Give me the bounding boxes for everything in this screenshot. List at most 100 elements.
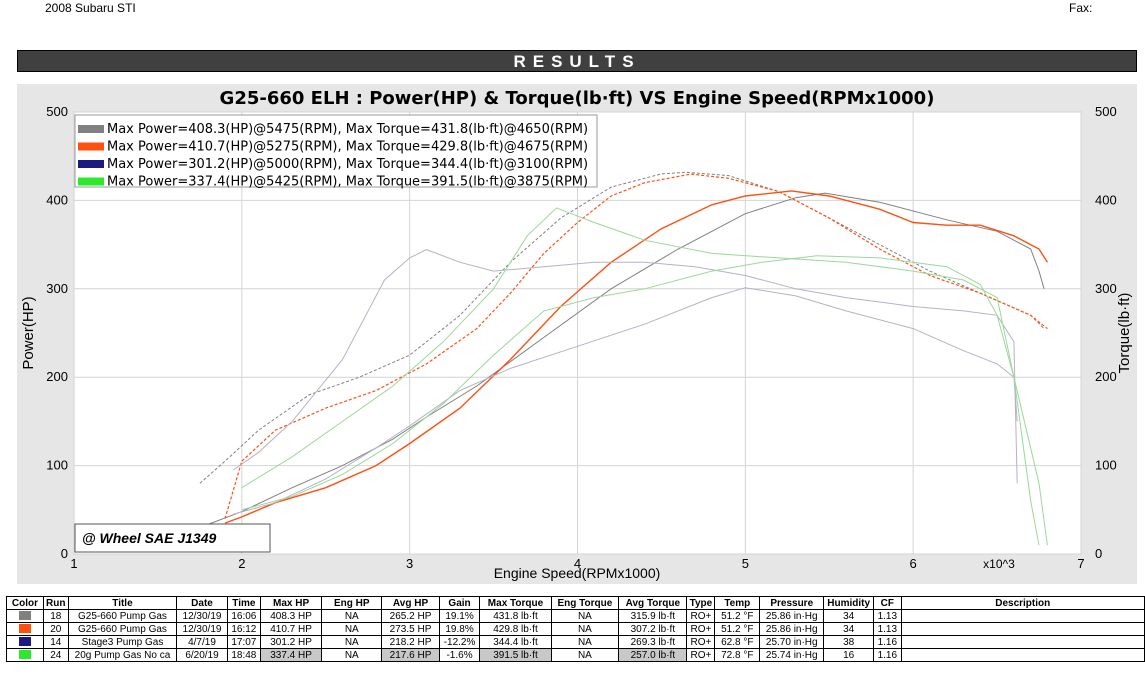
table-cell: 307.2 lb·ft bbox=[618, 622, 688, 636]
table-cell: 1.13 bbox=[873, 622, 902, 636]
table-cell: 4/7/19 bbox=[176, 635, 228, 649]
x-axis-label: Engine Speed(RPMx1000) bbox=[494, 565, 661, 581]
series-line-run24-torque bbox=[241, 207, 1040, 546]
table-cell: NA bbox=[550, 622, 620, 636]
table-cell: 34 bbox=[823, 622, 875, 636]
table-cell: NA bbox=[550, 609, 620, 623]
table-cell bbox=[900, 622, 1145, 636]
table-cell: NA bbox=[550, 648, 620, 662]
y-tick-label-left: 200 bbox=[46, 369, 68, 384]
table-cell: 429.8 lb·ft bbox=[479, 622, 552, 636]
table-cell: 218.2 HP bbox=[381, 635, 440, 649]
table-cell: 16:12 bbox=[226, 622, 261, 636]
y-tick-label-right: 500 bbox=[1095, 104, 1117, 119]
color-swatch bbox=[18, 611, 31, 621]
annotation-box bbox=[74, 523, 271, 553]
series-line-run20-power bbox=[224, 190, 1048, 524]
column-header: Run bbox=[42, 596, 69, 610]
table-cell: RO+ bbox=[686, 622, 716, 636]
series-line-run24-power bbox=[241, 255, 1048, 546]
table-cell: 51.2 °F bbox=[714, 622, 761, 636]
color-cell bbox=[6, 635, 44, 649]
color-swatch bbox=[18, 637, 31, 647]
table-cell: NA bbox=[550, 635, 620, 649]
column-header: Avg HP bbox=[381, 596, 440, 610]
table-cell: 17:07 bbox=[226, 635, 261, 649]
table-cell: 25.70 in·Hg bbox=[759, 635, 825, 649]
y-tick-label-left: 0 bbox=[61, 546, 68, 561]
table-cell: 315.9 lb·ft bbox=[618, 609, 688, 623]
dyno-chart: G25-660 ELH : Power(HP) & Torque(lb·ft) … bbox=[20, 88, 1133, 581]
runs-table: Color Run Title Date Time Max HP Eng HP Avg HP G… bbox=[6, 596, 1145, 662]
table-cell: 62.8 °F bbox=[714, 635, 761, 649]
column-header: Eng Torque bbox=[550, 596, 620, 610]
y-tick-label-left: 100 bbox=[46, 458, 68, 473]
table-cell: NA bbox=[321, 648, 383, 662]
table-cell: 6/20/19 bbox=[176, 648, 228, 662]
table-cell: 34 bbox=[823, 609, 875, 623]
x-multiplier-label: x10^3 bbox=[983, 557, 1015, 571]
y-tick-label-left: 500 bbox=[46, 104, 68, 119]
x-tick-label: 4 bbox=[574, 556, 581, 571]
y-tick-label-right: 100 bbox=[1095, 458, 1117, 473]
table-cell: 269.3 lb·ft bbox=[618, 635, 688, 649]
y-tick-label-right: 300 bbox=[1095, 281, 1117, 296]
column-header: Max HP bbox=[259, 596, 323, 610]
series-line-run18-torque bbox=[199, 171, 1045, 484]
table-row: 24 20g Pump Gas No ca 6/20/19 18:48 337.4 HP… bbox=[6, 648, 1145, 662]
legend-entry: Max Power=410.7(HP)@5275(RPM), Max Torqu… bbox=[107, 140, 588, 155]
table-cell: 1.16 bbox=[873, 648, 902, 662]
table-cell: 25.74 in·Hg bbox=[759, 648, 825, 662]
table-cell: -12.2% bbox=[438, 635, 481, 649]
series-line-run20-torque bbox=[224, 173, 1048, 519]
column-header: Avg Torque bbox=[618, 596, 688, 610]
y-tick-label-right: 200 bbox=[1095, 369, 1117, 384]
table-cell: 18:48 bbox=[226, 648, 261, 662]
annotation-label: @ Wheel SAE J1349 bbox=[82, 530, 216, 546]
column-header: Max Torque bbox=[479, 596, 552, 610]
table-body: 18 G25-660 Pump Gas 12/30/19 16:06 408.3 HP N… bbox=[6, 609, 1145, 662]
y-axis-label-left: Power(HP) bbox=[20, 296, 37, 369]
table-cell: 257.0 lb·ft bbox=[618, 648, 688, 662]
results-banner: RESULTS bbox=[17, 50, 1137, 72]
legend-swatch bbox=[78, 142, 104, 151]
color-cell bbox=[6, 648, 44, 662]
column-header: CF bbox=[873, 596, 902, 610]
color-swatch bbox=[18, 624, 31, 634]
column-header: Pressure bbox=[759, 596, 825, 610]
y-tick-label-left: 300 bbox=[46, 281, 68, 296]
column-header: Title bbox=[67, 596, 178, 610]
table-cell: 51.2 °F bbox=[714, 609, 761, 623]
table-cell: NA bbox=[321, 609, 383, 623]
x-tick-label: 5 bbox=[742, 556, 749, 571]
legend-swatch bbox=[78, 160, 104, 168]
color-cell bbox=[6, 609, 44, 623]
series-line-run18-power bbox=[199, 192, 1045, 528]
table-cell: 25.86 in·Hg bbox=[759, 609, 825, 623]
table-cell: Stage3 Pump Gas bbox=[67, 635, 178, 649]
table-cell: 431.8 lb·ft bbox=[479, 609, 552, 623]
table-cell: RO+ bbox=[686, 635, 716, 649]
table-cell: 16:06 bbox=[226, 609, 261, 623]
table-row: 18 G25-660 Pump Gas 12/30/19 16:06 408.3 HP N… bbox=[6, 609, 1145, 623]
x-tick-label: 6 bbox=[910, 556, 917, 571]
table-cell: 14 bbox=[42, 635, 69, 649]
vehicle-name: 2008 Subaru STI bbox=[45, 1, 136, 15]
table-cell: G25-660 Pump Gas bbox=[67, 622, 178, 636]
y-tick-label-left: 400 bbox=[46, 192, 68, 207]
table-cell: 273.5 HP bbox=[381, 622, 440, 636]
y-axis-label-right: Torque(lb·ft) bbox=[1116, 293, 1133, 374]
x-tick-label: 2 bbox=[238, 556, 245, 571]
column-header: Description bbox=[900, 596, 1145, 610]
table-cell: 20g Pump Gas No ca bbox=[67, 648, 178, 662]
table-cell: 1.16 bbox=[873, 635, 902, 649]
legend-box bbox=[74, 114, 598, 188]
column-header: Temp bbox=[714, 596, 761, 610]
y-tick-label-right: 0 bbox=[1095, 546, 1102, 561]
table-cell: 265.2 HP bbox=[381, 609, 440, 623]
legend-entry: Max Power=408.3(HP)@5475(RPM), Max Torqu… bbox=[107, 122, 588, 137]
table-cell: 301.2 HP bbox=[259, 635, 323, 649]
table-cell: 18 bbox=[42, 609, 69, 623]
table-cell: G25-660 Pump Gas bbox=[67, 609, 178, 623]
table-row: 20 G25-660 Pump Gas 12/30/19 16:12 410.7 HP N… bbox=[6, 622, 1145, 636]
